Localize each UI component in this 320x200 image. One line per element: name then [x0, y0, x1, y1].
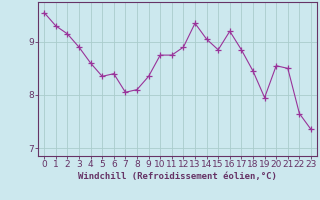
X-axis label: Windchill (Refroidissement éolien,°C): Windchill (Refroidissement éolien,°C) — [78, 172, 277, 181]
